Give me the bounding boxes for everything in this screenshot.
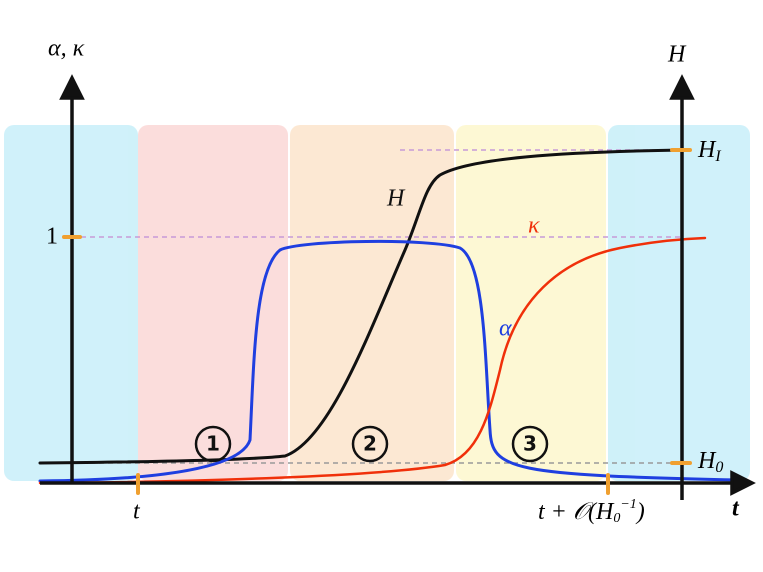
stage-label: 3: [523, 432, 537, 456]
arrowhead: [59, 74, 85, 100]
label-part: 0: [613, 511, 620, 526]
ticks: [62, 148, 692, 495]
label-subscript: I: [714, 148, 721, 165]
curve-label: α: [499, 316, 512, 342]
region: [608, 125, 750, 481]
alpha-curve: [38, 239, 742, 483]
stage-circle: [194, 425, 232, 463]
arrowhead: [669, 74, 695, 100]
right-axis-label: H: [667, 42, 687, 68]
tick-label: HI: [697, 137, 721, 165]
tick-label: H0: [697, 448, 723, 476]
tick-label: t: [133, 499, 141, 525]
curve-label: κ: [528, 213, 540, 239]
label-part: t + 𝒪(H: [538, 499, 615, 525]
time-axis-label: t: [732, 496, 740, 522]
label-part: ): [635, 499, 645, 525]
curve-label: H: [386, 186, 406, 212]
arrowhead: [730, 470, 756, 496]
label-base: H: [697, 448, 717, 474]
stage-label: 1: [206, 432, 220, 456]
tick-label: 1: [46, 224, 58, 250]
stage-markers: 1 2 3: [194, 425, 549, 463]
stage-circle: [351, 425, 389, 463]
stage-label: 2: [363, 432, 377, 456]
label-subscript: 0: [715, 459, 723, 476]
axes: [40, 74, 756, 500]
label-base: H: [697, 137, 717, 163]
left-axis-label: α, κ: [48, 36, 85, 62]
label-part: −1: [620, 497, 636, 512]
region: [138, 125, 288, 481]
kappa-curve: [38, 236, 707, 485]
tick-label: t + 𝒪(H0−1): [538, 497, 645, 526]
region: [290, 125, 454, 481]
stage-circle: [511, 425, 549, 463]
